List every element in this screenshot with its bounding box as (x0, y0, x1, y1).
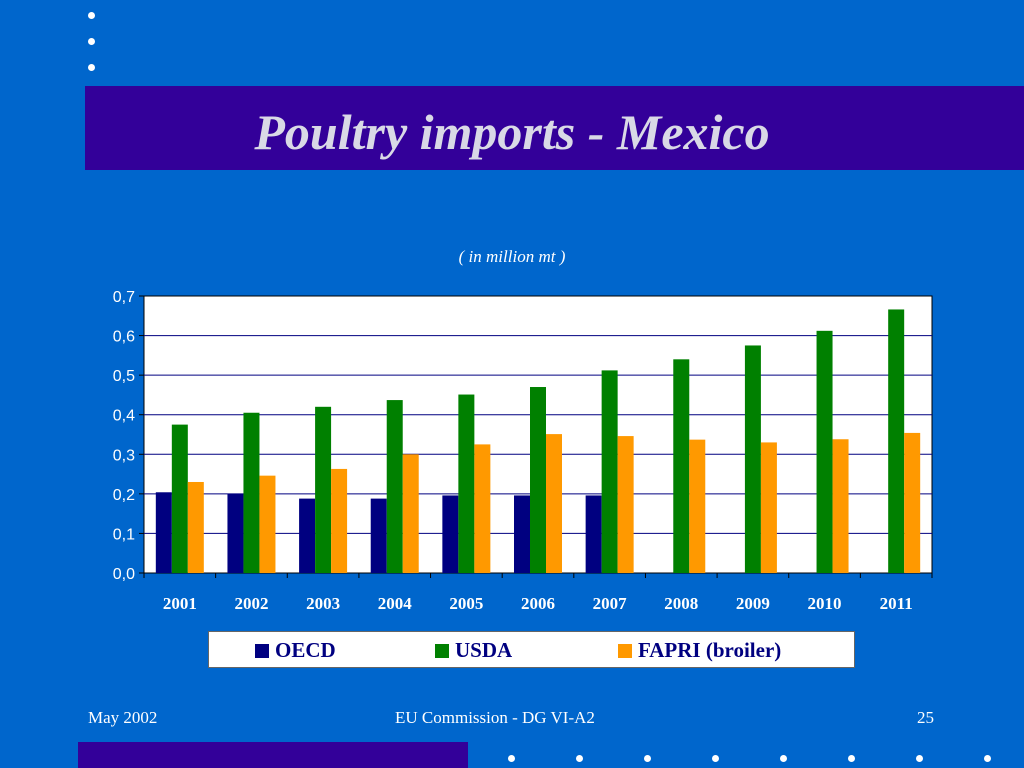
decorative-dot (508, 755, 515, 762)
bar-fapri-2011 (904, 432, 921, 573)
bar-usda-2002 (243, 412, 260, 573)
legend-swatch-fapri (618, 643, 632, 658)
bar-usda-2007 (601, 370, 618, 573)
legend-item-usda: USDA (435, 638, 512, 663)
x-tick-label: 2007 (593, 594, 628, 613)
decorative-dot (984, 755, 991, 762)
bar-fapri-2010 (832, 439, 849, 573)
x-tick-label: 2002 (234, 594, 268, 613)
bar-fapri-2008 (689, 439, 706, 573)
slide-title: Poultry imports - Mexico (254, 104, 770, 160)
bar-usda-2009 (744, 345, 761, 573)
y-tick-label: 0,0 (113, 566, 135, 583)
bar-oecd-2005 (442, 495, 459, 573)
decorative-dot (644, 755, 651, 762)
bar-fapri-2009 (760, 442, 777, 573)
y-tick-label: 0,6 (113, 329, 135, 346)
legend-swatch-usda (435, 643, 449, 658)
legend-label-oecd: OECD (275, 638, 336, 662)
y-tick-label: 0,7 (113, 289, 135, 306)
bar-oecd-2003 (299, 498, 316, 573)
bottom-band (78, 742, 468, 768)
legend-item-fapri: FAPRI (broiler) (618, 638, 781, 663)
y-tick-label: 0,1 (113, 526, 135, 543)
footer-date: May 2002 (88, 708, 158, 727)
bar-fapri-2003 (331, 468, 348, 573)
x-tick-label: 2003 (306, 594, 340, 613)
bar-usda-2006 (530, 387, 546, 573)
bar-oecd-2002 (227, 493, 244, 573)
decorative-dot (780, 755, 787, 762)
x-tick-label: 2010 (808, 594, 842, 613)
bar-usda-2010 (816, 330, 833, 573)
bar-usda-2001 (171, 424, 188, 573)
y-tick-label: 0,5 (113, 368, 135, 385)
bar-fapri-2006 (546, 434, 562, 573)
bar-fapri-2004 (402, 454, 419, 573)
bar-fapri-2005 (474, 444, 491, 573)
x-tick-label: 2001 (163, 594, 197, 613)
x-tick-label: 2008 (664, 594, 698, 613)
bar-usda-2003 (315, 406, 332, 573)
bar-usda-2004 (386, 400, 403, 573)
bar-usda-2011 (888, 309, 905, 573)
legend-label-usda: USDA (455, 638, 513, 662)
bar-fapri-2002 (259, 475, 276, 573)
y-tick-label: 0,2 (113, 487, 135, 504)
bar-oecd-2001 (155, 492, 172, 573)
decorative-dot (88, 38, 95, 45)
x-tick-label: 2004 (378, 594, 413, 613)
legend-item-oecd: OECD (255, 638, 336, 663)
bar-oecd-2007 (585, 495, 602, 573)
decorative-dot (576, 755, 583, 762)
legend-swatch-oecd (255, 643, 269, 658)
chart-subtitle: ( in million mt ) (458, 247, 566, 266)
footer-page-number: 25 (917, 708, 934, 727)
title-band (85, 86, 1024, 170)
x-tick-label: 2009 (736, 594, 770, 613)
x-tick-label: 2005 (449, 594, 483, 613)
bar-usda-2005 (458, 394, 475, 573)
legend-label-fapri: FAPRI (broiler) (638, 638, 782, 662)
decorative-dot (916, 755, 923, 762)
bar-oecd-2006 (514, 495, 530, 573)
bar-fapri-2007 (617, 436, 634, 573)
bar-oecd-2004 (370, 498, 387, 573)
bar-usda-2008 (673, 359, 690, 573)
x-tick-label: 2006 (521, 594, 555, 613)
decorative-dot (88, 12, 95, 19)
y-tick-label: 0,3 (113, 447, 135, 464)
bar-fapri-2001 (187, 481, 204, 573)
decorative-dot (88, 64, 95, 71)
x-tick-label: 2011 (880, 594, 913, 613)
footer-organization: EU Commission - DG VI-A2 (395, 708, 595, 727)
decorative-dots-left (88, 12, 95, 90)
y-tick-label: 0,4 (113, 408, 135, 425)
decorative-dot (712, 755, 719, 762)
decorative-dot (848, 755, 855, 762)
chart-legend: OECD USDA FAPRI (broiler) (208, 631, 855, 668)
